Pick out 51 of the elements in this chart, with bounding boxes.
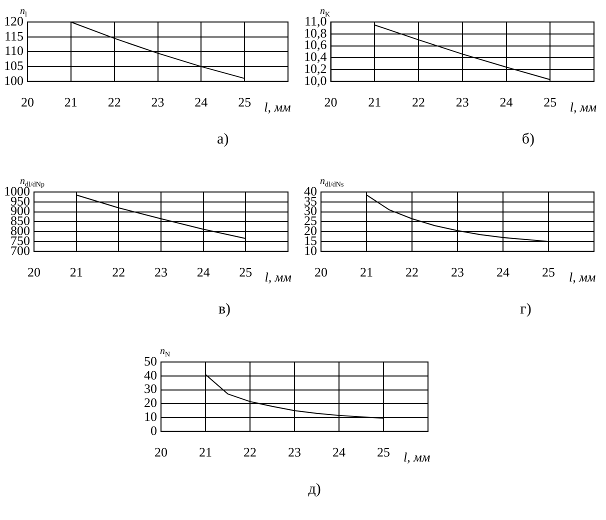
x-tick-label: 22	[412, 94, 425, 110]
text: г)	[520, 301, 532, 318]
x-tick-label: 22	[108, 94, 121, 110]
x-axis-title: l, мм	[570, 99, 597, 114]
y-tick-label: 120	[4, 13, 24, 28]
x-tick-label: 23	[288, 444, 301, 460]
x-tick-label: 23	[456, 94, 469, 110]
x-tick-label: 21	[360, 264, 373, 280]
y-tick-label: 105	[4, 58, 24, 73]
x-tick-label: 25	[542, 264, 555, 280]
y-tick-label: 30	[144, 381, 157, 396]
y-tick-label: 11,0	[304, 13, 327, 28]
text: д)	[308, 481, 321, 498]
x-tick-label: 22	[406, 264, 418, 280]
y-tick-label: 100	[4, 72, 24, 88]
x-tick-label: 24	[194, 94, 208, 110]
x-tick-label: 23	[151, 94, 164, 110]
y-tick-label: 10,4	[304, 49, 328, 64]
x-tick-label: 24	[196, 264, 210, 280]
y-tick-label: 20	[144, 395, 157, 410]
x-tick-label: 20	[154, 444, 168, 460]
text: а)	[217, 131, 229, 148]
y-tick-label: 40	[144, 367, 157, 382]
y-tick-label: 10	[144, 408, 157, 424]
x-tick-label: 24	[332, 444, 346, 460]
y-tick-label: 115	[4, 28, 24, 44]
x-axis-title: l, мм	[568, 269, 596, 284]
x-tick-label: 24	[500, 94, 514, 110]
x-tick-label: 25	[544, 94, 557, 110]
x-tick-label: 20	[28, 264, 40, 280]
y-tick-label: 50	[144, 353, 157, 368]
x-tick-label: 24	[496, 264, 510, 280]
x-tick-label: 20	[324, 94, 338, 110]
y-tick-label: 110	[4, 43, 24, 58]
x-axis-title: l, мм	[264, 269, 292, 284]
x-tick-label: 25	[239, 264, 252, 280]
text: в)	[218, 301, 231, 318]
x-tick-label: 21	[70, 264, 83, 280]
x-tick-label: 21	[368, 94, 382, 110]
x-tick-label: 23	[154, 264, 168, 280]
x-tick-label: 25	[377, 444, 390, 460]
x-tick-label: 21	[64, 94, 78, 110]
text: б)	[522, 131, 535, 148]
x-axis-title: l, мм	[404, 449, 430, 464]
x-axis-title: l, мм	[264, 99, 291, 114]
x-tick-label: 21	[199, 444, 212, 460]
y-tick-label: 0	[150, 422, 157, 438]
x-tick-label: 22	[112, 264, 126, 280]
x-tick-label: 23	[451, 264, 464, 280]
x-tick-label: 25	[238, 94, 252, 110]
x-tick-label: 22	[244, 444, 256, 460]
